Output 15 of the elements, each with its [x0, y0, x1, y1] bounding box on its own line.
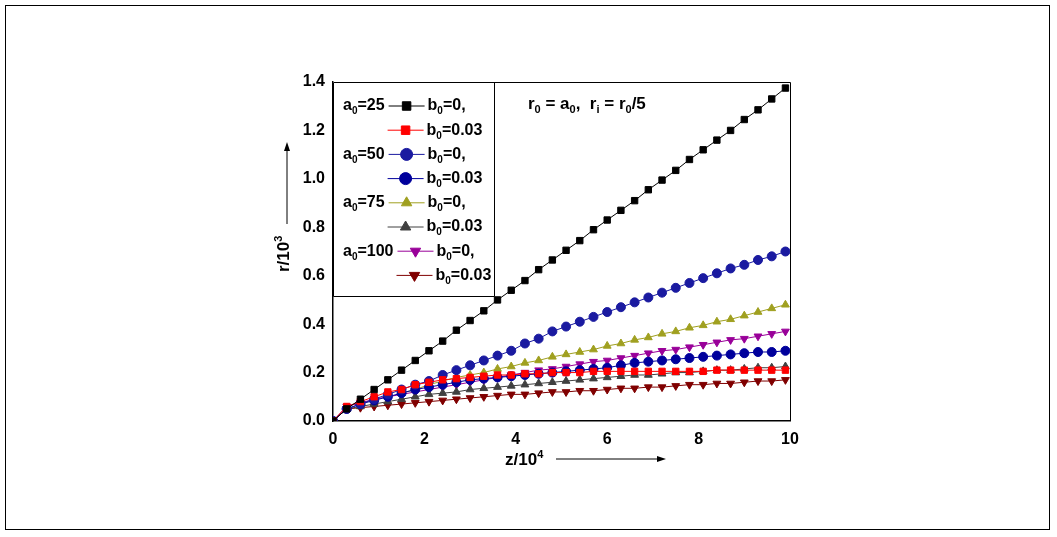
y-tick-label: 0.8: [302, 217, 326, 235]
x-tick-label: 10: [781, 430, 799, 448]
y-tick-label: 0.2: [302, 362, 326, 380]
x-tick-label: 0: [328, 430, 338, 448]
y-tick-label: 0.4: [302, 314, 326, 332]
y-tick-label: 1.4: [302, 72, 326, 90]
y-tick-label: 0.0: [302, 411, 326, 429]
x-tick-label: 4: [511, 430, 521, 448]
y-tick-label: 1.0: [302, 169, 326, 187]
x-tick-label: 8: [694, 430, 704, 448]
y-tick-label: 1.2: [302, 120, 326, 138]
y-tick-label: 0.6: [302, 266, 326, 284]
x-tick-label: 2: [419, 430, 429, 448]
x-tick-label: 6: [602, 430, 612, 448]
x-axis-title: z/10$^{4}$: [505, 448, 544, 470]
